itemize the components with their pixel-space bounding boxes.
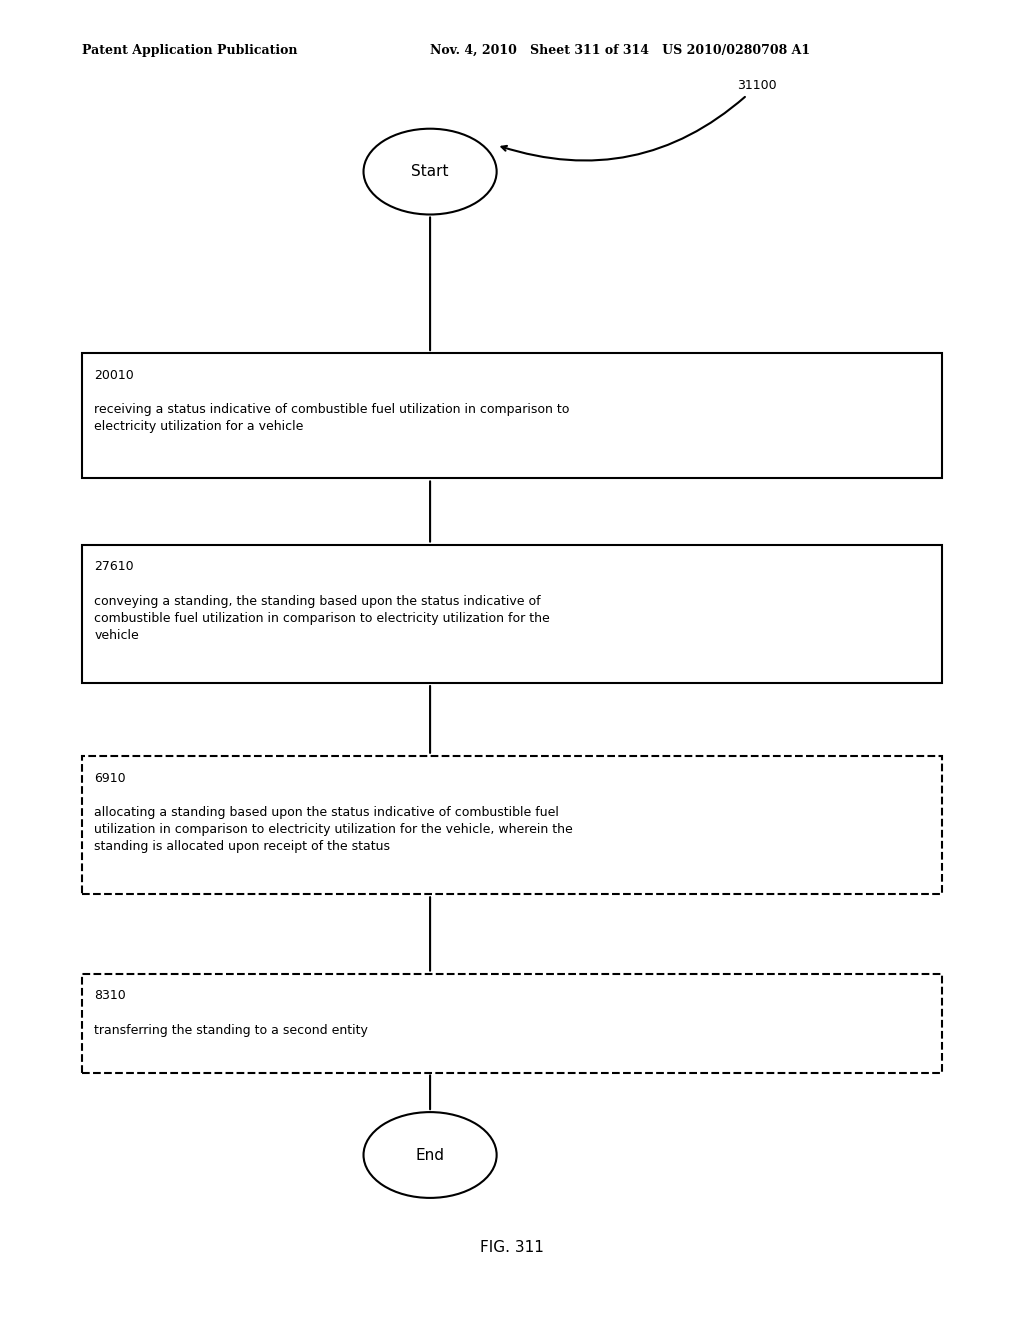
Text: 8310: 8310 [94, 990, 126, 1002]
Text: 31100: 31100 [502, 79, 777, 161]
Bar [82, 544, 942, 682]
Text: receiving a status indicative of combustible fuel utilization in comparison to
e: receiving a status indicative of combust… [94, 404, 569, 433]
Text: Nov. 4, 2010   Sheet 311 of 314   US 2010/0280708 A1: Nov. 4, 2010 Sheet 311 of 314 US 2010/02… [430, 44, 810, 57]
Text: transferring the standing to a second entity: transferring the standing to a second en… [94, 1024, 368, 1036]
Text: conveying a standing, the standing based upon the status indicative of
combustib: conveying a standing, the standing based… [94, 594, 550, 642]
Bar [82, 974, 942, 1072]
Text: Patent Application Publication: Patent Application Publication [82, 44, 297, 57]
Bar [82, 352, 942, 478]
Text: allocating a standing based upon the status indicative of combustible fuel
utili: allocating a standing based upon the sta… [94, 805, 573, 853]
Text: FIG. 311: FIG. 311 [480, 1239, 544, 1255]
Text: 6910: 6910 [94, 771, 126, 784]
Text: 20010: 20010 [94, 368, 134, 381]
Text: Start: Start [412, 164, 449, 180]
Text: End: End [416, 1147, 444, 1163]
Bar [82, 755, 942, 895]
Text: 27610: 27610 [94, 560, 134, 573]
